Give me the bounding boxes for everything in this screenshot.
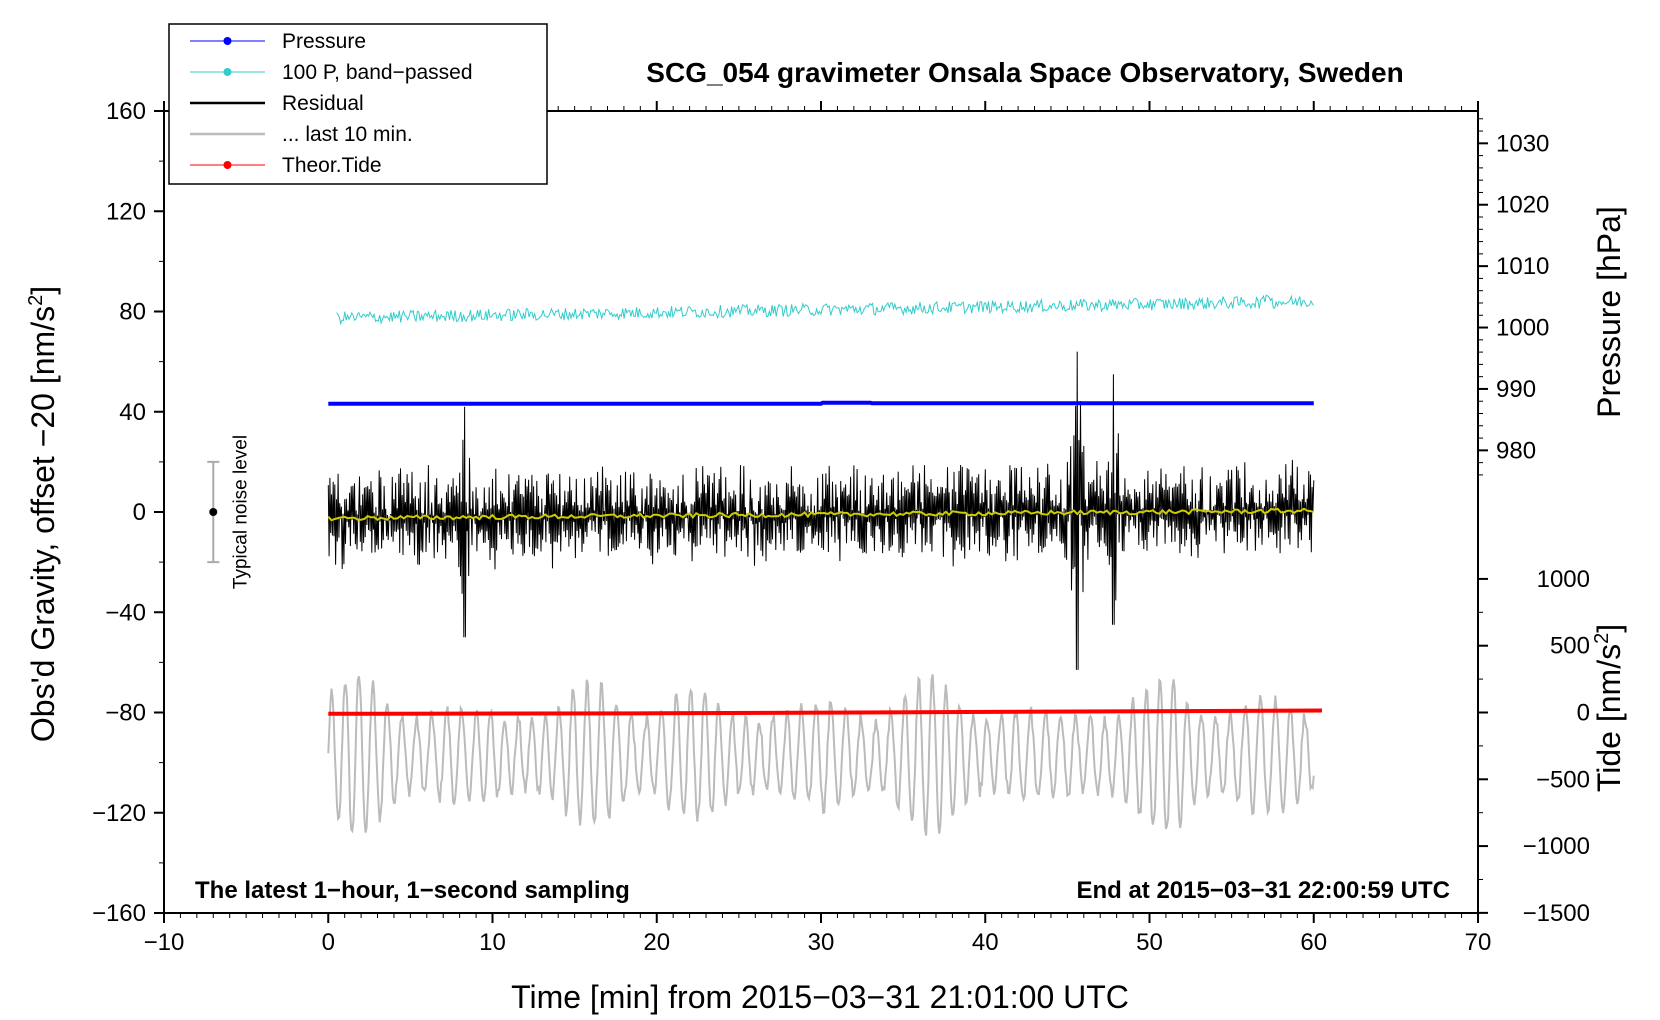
y-axis-label-pressure: Pressure [hPa] bbox=[1591, 206, 1627, 418]
x-tick-label: 40 bbox=[972, 929, 999, 956]
legend-label: Pressure bbox=[282, 30, 366, 53]
x-tick-label: 60 bbox=[1300, 929, 1327, 956]
pressure-tick-label: 980 bbox=[1496, 437, 1536, 464]
y-tick-label: 40 bbox=[119, 399, 146, 426]
series-band-passed bbox=[336, 294, 1315, 326]
x-tick-label: 20 bbox=[643, 929, 670, 956]
legend-label: ... last 10 min. bbox=[282, 123, 413, 146]
tide-tick-label: 0 bbox=[1577, 700, 1590, 727]
chart-title: SCG_054 gravimeter Onsala Space Observat… bbox=[646, 57, 1403, 88]
tide-tick-label: −1000 bbox=[1523, 833, 1590, 860]
legend-marker bbox=[223, 68, 232, 76]
y-axis-label-left-main: Obs'd Gravity, offset −20 [nm/s bbox=[25, 306, 61, 742]
pressure-tick-label: 1020 bbox=[1496, 192, 1549, 219]
legend: Pressure 100 P, band−passed Residual ... la… bbox=[168, 23, 548, 185]
legend-marker bbox=[223, 37, 232, 45]
noise-bar bbox=[207, 460, 220, 564]
y-tick-label: 120 bbox=[106, 198, 146, 225]
x-tick-label: 50 bbox=[1136, 929, 1163, 956]
x-tick-label: 0 bbox=[322, 929, 335, 956]
series-residual-smoothed bbox=[327, 507, 1315, 522]
legend-label: Theor.Tide bbox=[282, 154, 382, 177]
y-axis-label-tide-end: ] bbox=[1591, 624, 1627, 633]
series-residual bbox=[327, 351, 1315, 670]
legend-label: Residual bbox=[282, 92, 364, 115]
series-last-10-min bbox=[327, 674, 1315, 836]
y-tick-label: 160 bbox=[106, 98, 146, 125]
y-tick-label: 80 bbox=[119, 299, 146, 326]
y-tick-label: −120 bbox=[92, 800, 146, 827]
series-pressure bbox=[328, 400, 1314, 406]
x-tick-label: −10 bbox=[144, 929, 185, 956]
legend-label: 100 P, band−passed bbox=[282, 61, 473, 84]
y-tick-label: −40 bbox=[105, 599, 146, 626]
noise-bar-dot bbox=[209, 508, 218, 516]
noise-label: Typical noise level bbox=[230, 435, 251, 589]
tide-tick-label: −500 bbox=[1536, 766, 1590, 793]
pressure-tick-label: 1000 bbox=[1496, 315, 1549, 342]
y-axis-label-left-end: ] bbox=[25, 286, 61, 295]
series-layer bbox=[327, 294, 1323, 836]
tide-tick-label: 500 bbox=[1550, 633, 1590, 660]
y-tick-label: 0 bbox=[133, 499, 146, 526]
tide-tick-label: 1000 bbox=[1537, 566, 1590, 593]
y-axis-label-tide-sup: 2 bbox=[1591, 633, 1613, 644]
end-time-annotation: End at 2015−03−31 22:00:59 UTC bbox=[1076, 877, 1450, 904]
legend-items: Pressure 100 P, band−passed Residual ... la… bbox=[190, 30, 473, 177]
tide-tick-label: −1500 bbox=[1523, 900, 1590, 927]
y-axis-label-tide: Tide [nm/s2] bbox=[1591, 624, 1627, 792]
pressure-tick-label: 1010 bbox=[1496, 253, 1549, 280]
pressure-tick-label: 1030 bbox=[1496, 130, 1549, 157]
series-theor-tide bbox=[328, 708, 1323, 716]
y-axis-label-left-sup: 2 bbox=[25, 295, 47, 306]
x-tick-label: 10 bbox=[479, 929, 506, 956]
y-tick-label: −80 bbox=[105, 700, 146, 727]
pressure-tick-label: 990 bbox=[1496, 376, 1536, 403]
x-axis-label: Time [min] from 2015−03−31 21:01:00 UTC bbox=[511, 979, 1129, 1015]
x-tick-label: 70 bbox=[1465, 929, 1492, 956]
legend-marker bbox=[223, 161, 232, 169]
x-tick-label: 30 bbox=[808, 929, 835, 956]
y-tick-label: −160 bbox=[92, 900, 146, 927]
y-axis-label-tide-main: Tide [nm/s bbox=[1591, 644, 1627, 792]
sampling-annotation: The latest 1−hour, 1−second sampling bbox=[195, 877, 630, 904]
y-axis-label-left: Obs'd Gravity, offset −20 [nm/s2] bbox=[25, 286, 61, 742]
ticks-layer: −10 0 10 20 30 40 50 60 7016012080400−40−80−120−… bbox=[92, 98, 1590, 956]
